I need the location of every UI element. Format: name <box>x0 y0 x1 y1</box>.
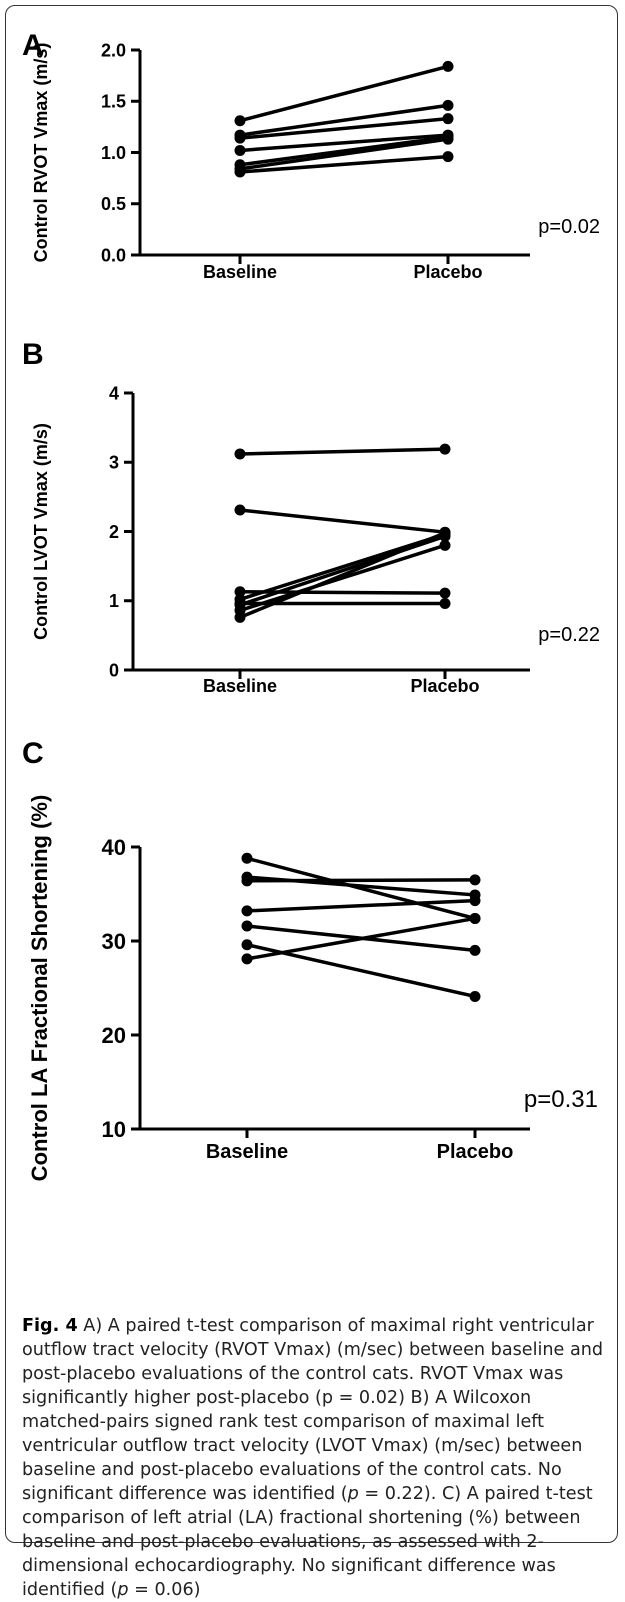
y-tick-label-c: 40 <box>102 835 126 860</box>
placebo-point-b <box>439 443 451 455</box>
caption-text-1: A) A paired t-test comparison of maximal… <box>22 1316 604 1504</box>
baseline-point-c <box>241 875 253 887</box>
y-tick-label-a: 1.0 <box>101 143 126 163</box>
pair-line-a <box>239 133 449 153</box>
baseline-point-a <box>234 132 246 144</box>
pair-line-a <box>239 137 449 171</box>
x-category-label-c: Baseline <box>206 1141 288 1163</box>
x-category-label-c: Placebo <box>437 1141 514 1163</box>
baseline-point-c <box>241 905 253 917</box>
y-tick-label-b: 0 <box>109 660 119 680</box>
p-value-annotation-c: p=0.31 <box>524 1086 598 1113</box>
caption-fig-label: Fig. 4 <box>22 1316 78 1336</box>
baseline-point-b <box>234 586 246 598</box>
placebo-point-a <box>442 113 454 125</box>
pair-line-c <box>246 916 476 961</box>
y-tick-label-b: 1 <box>109 591 119 611</box>
baseline-point-b <box>234 504 246 516</box>
x-category-label-b: Placebo <box>410 676 479 696</box>
panel-letter-b: B <box>22 338 44 371</box>
y-tick-label-c: 20 <box>102 1023 126 1048</box>
y-tick-label-c: 10 <box>102 1117 126 1142</box>
pair-line-c <box>246 856 476 921</box>
baseline-point-c <box>241 953 253 965</box>
pair-line-a <box>239 154 449 174</box>
pair-line-a <box>239 103 449 137</box>
y-axis-title-c: Control LA Fractional Shortening (%) <box>27 795 52 1182</box>
baseline-point-b <box>234 611 246 623</box>
placebo-point-a <box>442 133 454 145</box>
chart-panel-b: B 0 1 2 3 4 Baseline Placebo Control LVOT Vmax (… <box>22 338 600 696</box>
pair-line-b <box>239 447 446 456</box>
pair-line-a <box>239 64 449 123</box>
placebo-point-b <box>439 587 451 599</box>
y-tick-label-a: 0.5 <box>101 194 126 214</box>
figure-frame <box>5 5 618 1543</box>
placebo-point-b <box>439 598 451 610</box>
baseline-point-b <box>234 448 246 460</box>
pair-line-a <box>239 116 449 140</box>
placebo-point-a <box>442 99 454 111</box>
y-axis-title-a: Control RVOT Vmax (m/s) <box>31 43 51 263</box>
x-category-label-a: Placebo <box>413 262 482 282</box>
x-category-label-a: Baseline <box>203 262 277 282</box>
pair-line-b <box>239 508 446 534</box>
caption-p-italic-2: p <box>117 1580 129 1600</box>
caption-text-3: = 0.06) <box>128 1580 201 1600</box>
pair-line-b <box>239 543 446 613</box>
placebo-point-c <box>469 874 481 886</box>
baseline-point-a <box>234 115 246 127</box>
pair-line-c <box>246 898 476 913</box>
y-axis-title-b: Control LVOT Vmax (m/s) <box>31 423 51 640</box>
x-category-label-b: Baseline <box>203 676 277 696</box>
baseline-point-a <box>234 166 246 178</box>
panel-letter-c: C <box>22 737 44 770</box>
placebo-point-c <box>469 944 481 956</box>
y-tick-label-a: 0.0 <box>101 245 126 265</box>
placebo-point-c <box>469 990 481 1002</box>
baseline-point-c <box>241 852 253 864</box>
placebo-point-b <box>439 539 451 551</box>
baseline-point-a <box>234 144 246 156</box>
y-tick-label-a: 2.0 <box>101 40 126 60</box>
chart-panel-c: C 10 20 30 40 Baseline Placebo Control LA Fract… <box>22 737 598 1182</box>
placebo-point-b <box>439 527 451 539</box>
baseline-point-b <box>234 598 246 610</box>
chart-panel-a: A 0.0 0.5 1.0 1.5 2.0 Baseline Placebo Control R… <box>22 29 600 282</box>
panel-letter-a: A <box>22 29 44 62</box>
placebo-point-a <box>442 151 454 163</box>
p-value-annotation-a: p=0.02 <box>538 216 600 238</box>
y-tick-label-b: 4 <box>109 383 119 403</box>
figure-caption: Fig. 4 A) A paired t-test comparison of … <box>22 1314 607 1602</box>
caption-p-italic-1: p <box>347 1484 359 1504</box>
placebo-point-c <box>469 895 481 907</box>
placebo-point-c <box>469 912 481 924</box>
placebo-point-a <box>442 60 454 72</box>
y-tick-label-b: 2 <box>109 522 119 542</box>
pair-line-c <box>246 878 476 883</box>
y-tick-label-b: 3 <box>109 453 119 473</box>
pair-line-a <box>239 135 449 167</box>
y-tick-label-c: 30 <box>102 929 126 954</box>
baseline-point-c <box>241 939 253 951</box>
y-tick-label-a: 1.5 <box>101 92 126 112</box>
p-value-annotation-b: p=0.22 <box>538 624 600 646</box>
baseline-point-c <box>241 920 253 932</box>
